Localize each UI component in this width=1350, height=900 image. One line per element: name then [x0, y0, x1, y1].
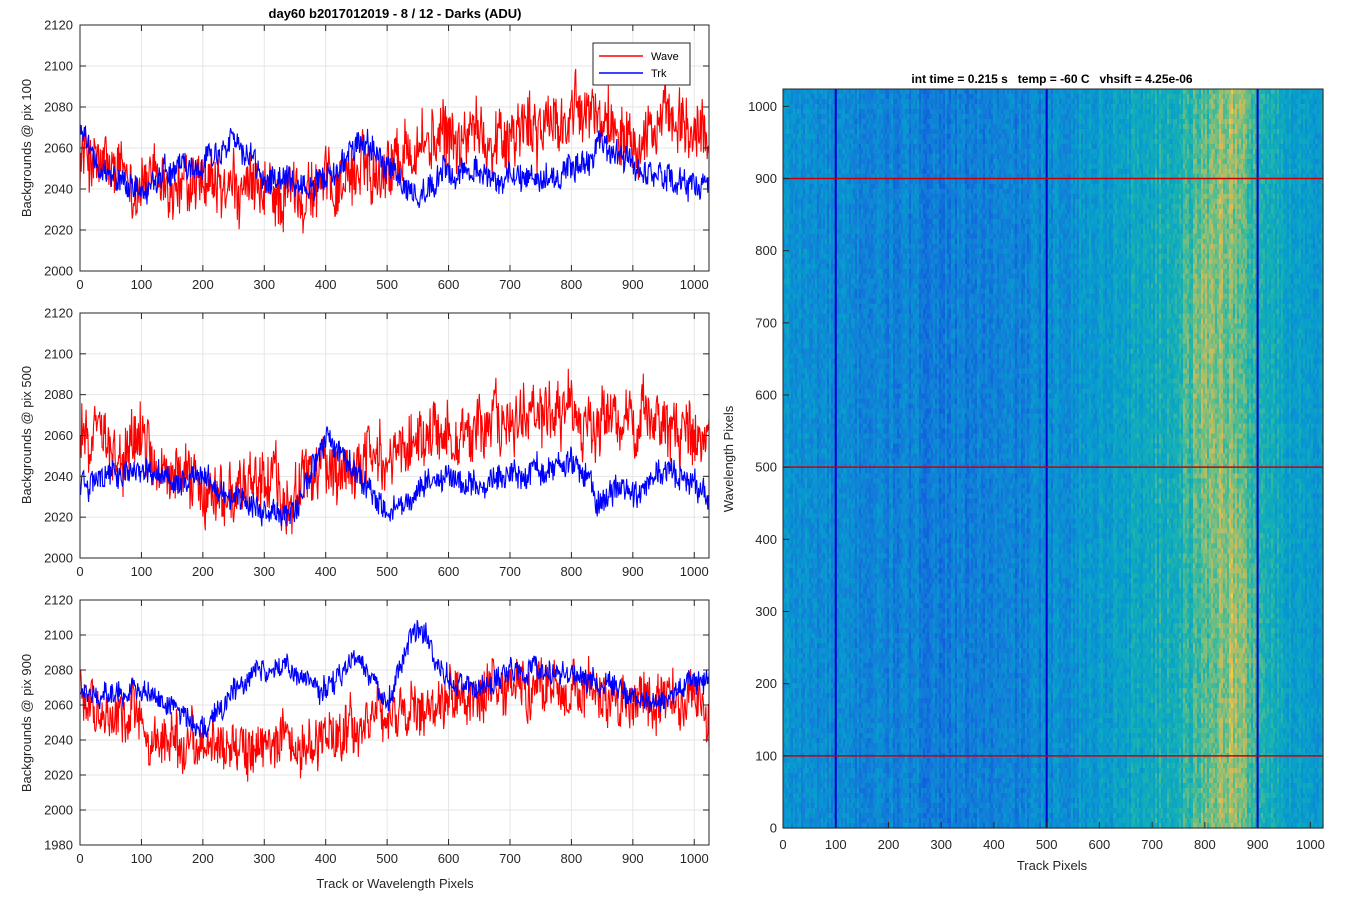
x-tick-label: 500	[376, 277, 398, 292]
x-tick-label: 800	[561, 564, 583, 579]
y-tick-label: 2040	[44, 469, 73, 484]
plot-area	[80, 600, 709, 845]
x-tick-label: 400	[315, 277, 337, 292]
x-tick-label: 800	[561, 851, 583, 866]
figure-title: day60 b2017012019 - 8 / 12 - Darks (ADU)	[269, 6, 522, 21]
x-tick-label: 0	[76, 564, 83, 579]
y-tick-label: 2060	[44, 698, 73, 713]
y-axis-label-pix-500: Backgrounds @ pix 500	[19, 366, 34, 504]
x-tick-label: 300	[253, 564, 275, 579]
y-tick-label: 2100	[44, 59, 73, 74]
legend-box	[593, 43, 690, 85]
x-tick-label: 900	[622, 851, 644, 866]
x-tick-label: 400	[315, 851, 337, 866]
y-tick-label: 2020	[44, 510, 73, 525]
y-tick-label: 2080	[44, 387, 73, 402]
x-tick-label: 0	[76, 851, 83, 866]
x-tick-label: 100	[131, 851, 153, 866]
x-tick-label: 900	[622, 277, 644, 292]
y-tick-label: 2100	[44, 346, 73, 361]
y-tick-label: 2100	[44, 628, 73, 643]
x-tick-label: 200	[192, 564, 214, 579]
line-chart-pix-500: Backgrounds @ pix 500 0 100 200 300 400 500 60…	[19, 306, 709, 580]
y-tick-label: 2080	[44, 663, 73, 678]
y-tick-label: 2120	[44, 306, 73, 321]
y-tick-label: 2120	[44, 18, 73, 33]
legend-label-wave: Wave	[651, 51, 679, 63]
x-tick-label: 1000	[680, 851, 709, 866]
x-tick-label: 100	[131, 564, 153, 579]
x-tick-label: 300	[253, 277, 275, 292]
y-tick-label: 2000	[44, 551, 73, 566]
y-tick-label: 2040	[44, 182, 73, 197]
y-tick-label: 2020	[44, 223, 73, 238]
y-axis-label-pix-100: Backgrounds @ pix 100	[19, 79, 34, 217]
x-tick-label: 500	[376, 851, 398, 866]
y-tick-label: 2080	[44, 100, 73, 115]
x-tick-label: 200	[192, 277, 214, 292]
x-tick-label: 800	[561, 277, 583, 292]
x-tick-label: 600	[438, 277, 460, 292]
y-tick-label: 2040	[44, 733, 73, 748]
y-axis-label-pix-900: Backgrounds @ pix 900	[19, 654, 34, 792]
x-tick-label: 500	[376, 564, 398, 579]
y-tick-label: 2060	[44, 141, 73, 156]
x-axis-label-left: Track or Wavelength Pixels	[316, 876, 474, 891]
x-tick-label: 1000	[680, 277, 709, 292]
heatmap-cells	[783, 89, 1324, 829]
x-tick-label: 0	[76, 277, 83, 292]
y-tick-label: 1980	[44, 838, 73, 853]
legend-label-trk: Trk	[651, 68, 667, 80]
y-tick-label: 2120	[44, 593, 73, 608]
x-tick-label: 700	[499, 851, 521, 866]
y-tick-label: 2060	[44, 428, 73, 443]
x-tick-label: 600	[438, 564, 460, 579]
y-tick-label: 2000	[44, 803, 73, 818]
y-tick-label: 2000	[44, 264, 73, 279]
heatmap-chart: 0 100 200 300 400 500 600 700 800 900 100001002003…	[721, 72, 1325, 873]
x-tick-label: 900	[622, 564, 644, 579]
x-tick-label: 700	[499, 564, 521, 579]
x-tick-label: 200	[192, 851, 214, 866]
x-tick-label: 600	[438, 851, 460, 866]
y-tick-label: 2020	[44, 768, 73, 783]
x-tick-label: 700	[499, 277, 521, 292]
x-tick-label: 1000	[680, 564, 709, 579]
x-tick-label: 100	[131, 277, 153, 292]
x-tick-label: 400	[315, 564, 337, 579]
x-tick-label: 300	[253, 851, 275, 866]
line-chart-pix-100: day60 b2017012019 - 8 / 12 - Darks (ADU)…	[19, 6, 709, 292]
